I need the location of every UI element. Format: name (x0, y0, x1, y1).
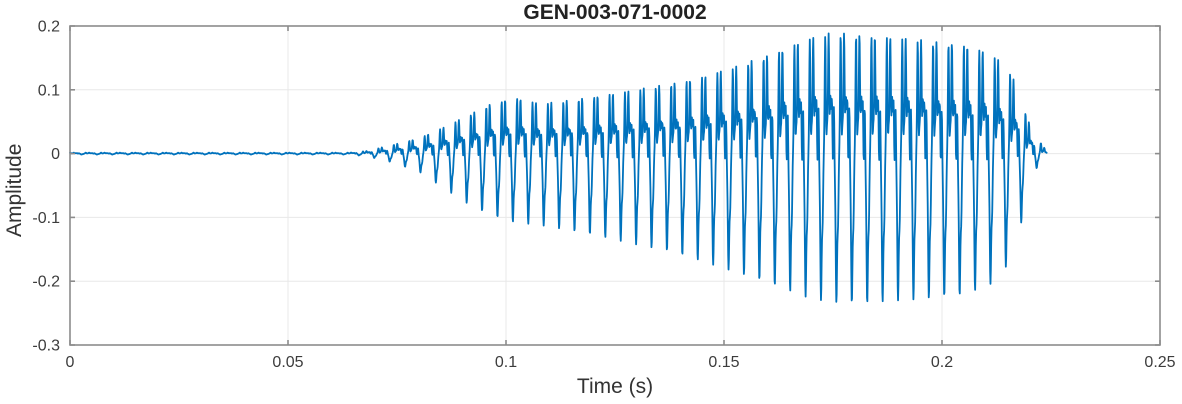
y-tick-label: 0 (51, 146, 60, 163)
y-tick-label: -0.1 (32, 210, 60, 227)
y-tick-label: 0.2 (38, 19, 60, 36)
y-tick-label: -0.2 (32, 274, 60, 291)
waveform-line (69, 32, 1048, 303)
x-tick-label: 0 (66, 354, 75, 371)
y-tick-label: -0.3 (32, 338, 60, 355)
x-tick-label: 0.15 (708, 354, 739, 371)
x-axis-label: Time (s) (576, 375, 654, 398)
y-tick-label: 0.1 (38, 82, 60, 99)
axes-box (69, 25, 1161, 346)
chart-title: GEN-003-071-0002 (523, 1, 707, 24)
x-tick-label: 0.1 (495, 354, 517, 371)
x-tick-label: 0.2 (931, 354, 953, 371)
x-tick-label: 0.25 (1144, 354, 1175, 371)
x-tick-label: 0.05 (272, 354, 303, 371)
